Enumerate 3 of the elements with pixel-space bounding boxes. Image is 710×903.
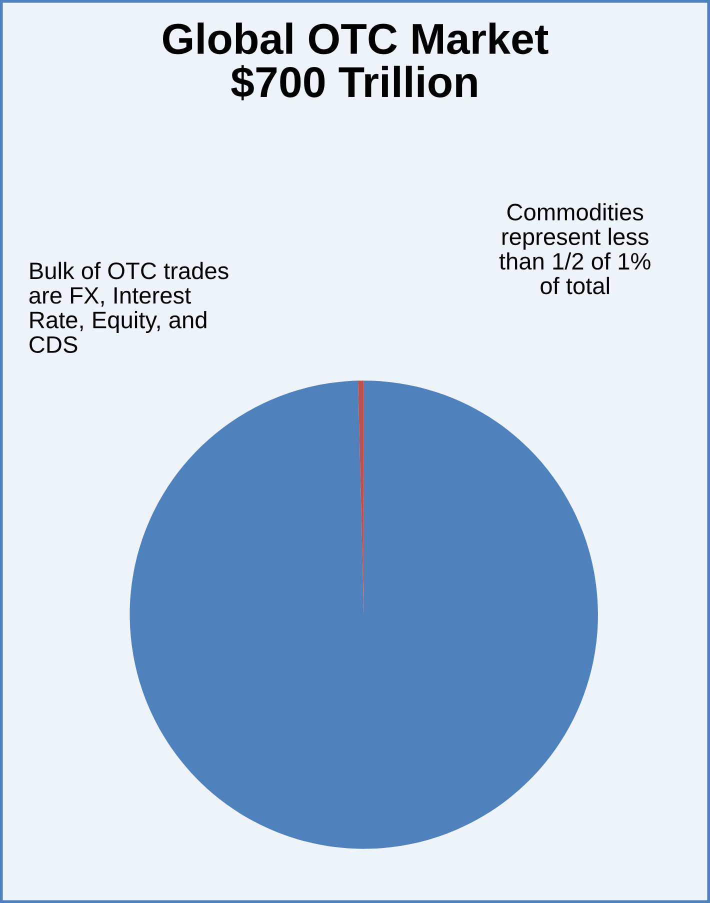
text: Bulk of OTC trades are FX, Interest Rate, Equity, and CDS	[29, 262, 228, 353]
chart-title: Global OTC Market $700 Trillion	[163, 22, 548, 100]
text: Commodities represent less than 1/2 of 1% of total	[499, 203, 650, 294]
